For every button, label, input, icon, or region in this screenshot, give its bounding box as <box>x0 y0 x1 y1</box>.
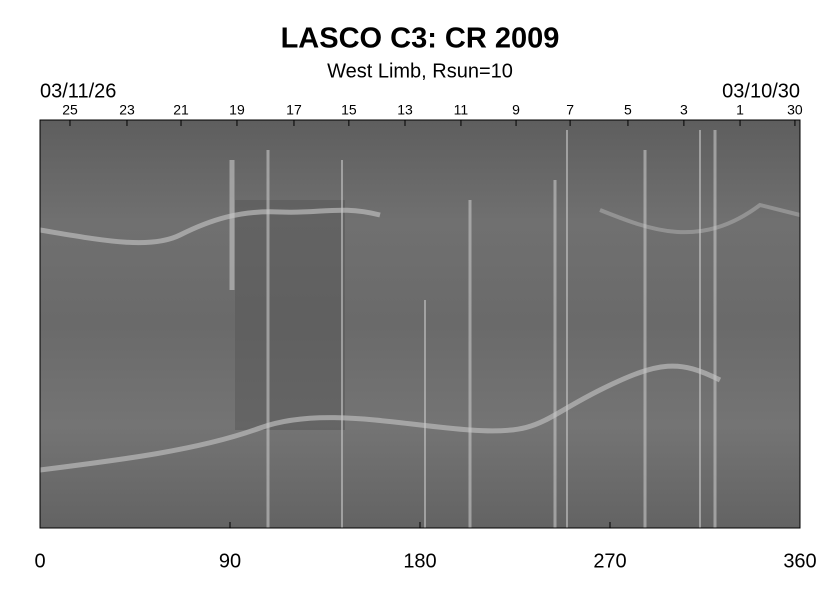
x2-tick-label: 7 <box>566 102 574 118</box>
start-date: 03/11/26 <box>40 80 116 102</box>
x2-tick-label: 11 <box>454 102 469 118</box>
x2-tick-label: 21 <box>173 102 189 118</box>
x2-tick-label: 5 <box>624 102 632 118</box>
x-tick-label: 180 <box>403 550 436 572</box>
chart-subtitle: West Limb, Rsun=10 <box>327 60 513 82</box>
x2-tick-label: 19 <box>229 102 245 118</box>
x2-tick-label: 17 <box>286 102 302 118</box>
x-tick-label: 270 <box>593 550 626 572</box>
x-tick-label: 360 <box>783 550 816 572</box>
x2-tick-label: 15 <box>341 102 357 118</box>
x2-tick-label: 25 <box>62 102 78 118</box>
end-date: 03/10/30 <box>722 80 800 102</box>
x2-tick-label: 1 <box>736 102 744 118</box>
x2-tick-label: 30 <box>787 102 803 118</box>
x2-tick-label: 23 <box>119 102 135 118</box>
synoptic-image <box>39 120 801 528</box>
x2-tick-label: 13 <box>397 102 413 118</box>
x-tick-label: 0 <box>34 550 45 572</box>
x-tick-label: 90 <box>219 550 241 572</box>
chart-title: LASCO C3: CR 2009 <box>281 23 560 55</box>
x2-tick-label: 3 <box>680 102 688 118</box>
x2-tick-label: 9 <box>512 102 520 118</box>
